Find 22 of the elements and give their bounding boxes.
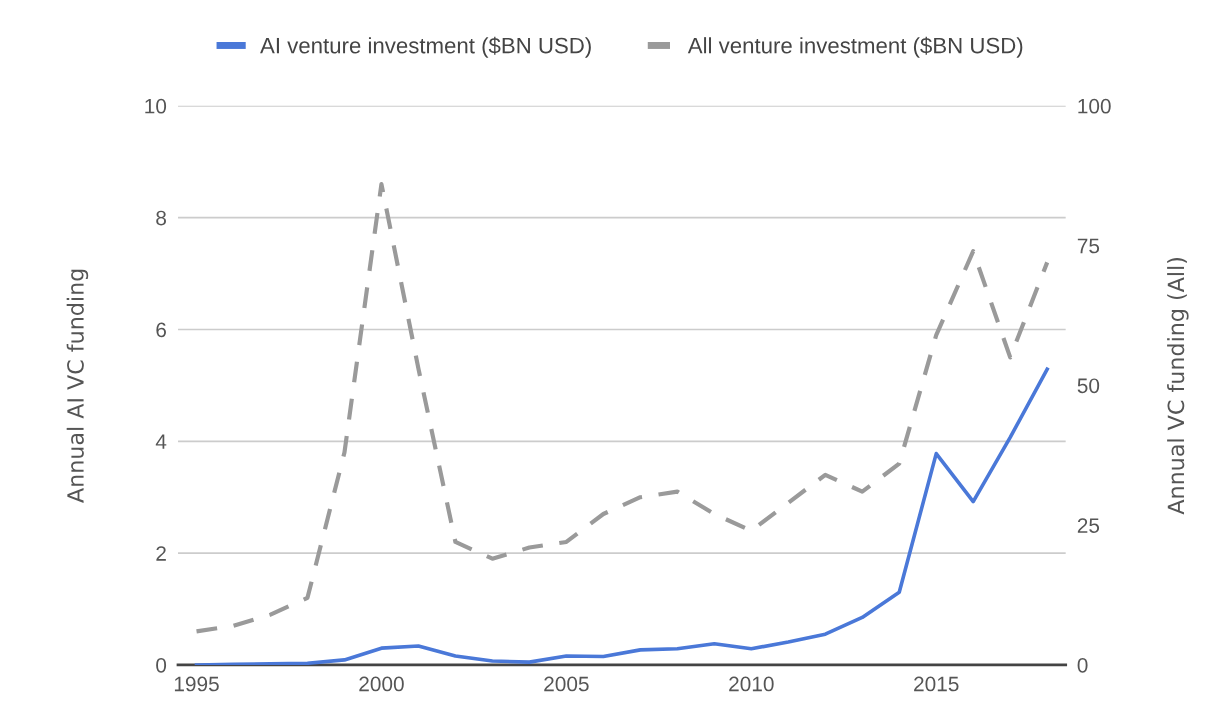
line-series	[194, 182, 1050, 634]
line-series	[194, 367, 1049, 665]
y2-tick-label: 50	[1077, 378, 1100, 394]
y-tick-label: 6	[156, 322, 166, 338]
y-tick-label: 10	[145, 98, 167, 114]
y2-tick-label: 75	[1077, 238, 1100, 254]
y2-axis-title: Annual VC funding (All)	[1167, 258, 1189, 515]
y2-tick-label: 25	[1077, 518, 1100, 533]
legend-label: AI venture investment ($BN USD)	[260, 36, 591, 58]
y-tick-label: 8	[156, 210, 166, 226]
x-tick-label: 2000	[359, 676, 404, 692]
x-tick-label: 2015	[914, 676, 959, 692]
x-tick-label: 2010	[729, 676, 774, 692]
x-tick-label: 2005	[544, 676, 589, 692]
y2-tick-label: 100	[1078, 98, 1111, 114]
y-tick-label: 2	[156, 546, 166, 561]
legend-label: All venture investment ($BN USD)	[687, 36, 1023, 58]
y-axis-title: Annual AI VC funding	[66, 269, 89, 503]
y-tick-label: 0	[156, 657, 167, 673]
y2-tick-label: 0	[1077, 657, 1088, 673]
x-tick-label: 1995	[174, 676, 219, 692]
y-tick-label: 4	[155, 434, 167, 449]
